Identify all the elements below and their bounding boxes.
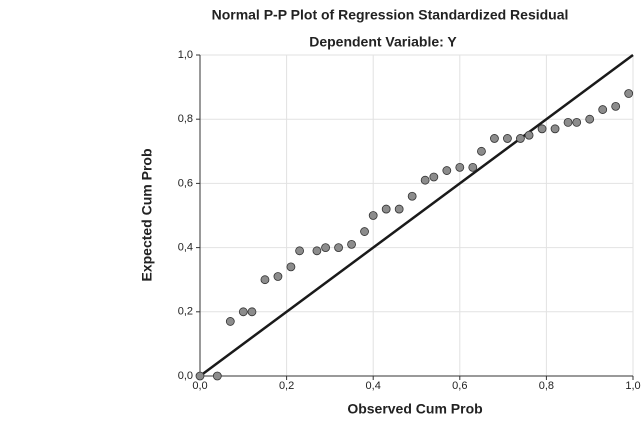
data-point [335,244,343,252]
data-point [196,372,204,380]
y-tick-label: 0,8 [178,113,193,125]
data-point [625,90,633,98]
data-point [348,240,356,248]
data-point [612,102,620,110]
y-tick-label: 0,2 [178,306,193,318]
data-point [456,163,464,171]
data-point [226,317,234,325]
x-tick-label: 0,4 [366,380,381,392]
y-tick-label: 0,6 [178,177,193,189]
data-point [538,125,546,133]
data-point [369,212,377,220]
data-point [551,125,559,133]
x-tick-label: 0,0 [192,380,207,392]
data-point [213,372,221,380]
data-point [395,205,403,213]
data-point [408,192,416,200]
data-point [516,134,524,142]
data-point [239,308,247,316]
x-tick-label: 1,0 [625,380,640,392]
x-tick-label: 0,2 [279,380,294,392]
data-point [287,263,295,271]
data-point [573,118,581,126]
x-axis-label: Observed Cum Prob [347,401,482,417]
y-axis-label: Expected Cum Prob [139,148,155,281]
chart-title: Normal P-P Plot of Regression Standardiz… [212,7,569,23]
data-point [421,176,429,184]
x-tick-label: 0,8 [539,380,554,392]
y-tick-label: 1,0 [178,49,193,61]
chart: Normal P-P Plot of Regression Standardiz… [0,0,641,421]
data-point [503,134,511,142]
y-tick-label: 0,0 [178,370,193,382]
data-point [525,131,533,139]
data-point [261,276,269,284]
data-point [296,247,304,255]
data-point [361,228,369,236]
data-point [586,115,594,123]
data-point [248,308,256,316]
data-point [477,147,485,155]
y-tick-label: 0,4 [178,242,193,254]
chart-subtitle: Dependent Variable: Y [309,34,457,50]
data-point [382,205,390,213]
data-point [469,163,477,171]
data-point [430,173,438,181]
data-point [322,244,330,252]
data-point [564,118,572,126]
data-point [313,247,321,255]
data-point [490,134,498,142]
data-point [599,106,607,114]
data-point [274,272,282,280]
x-tick-label: 0,6 [452,380,467,392]
data-point [443,167,451,175]
